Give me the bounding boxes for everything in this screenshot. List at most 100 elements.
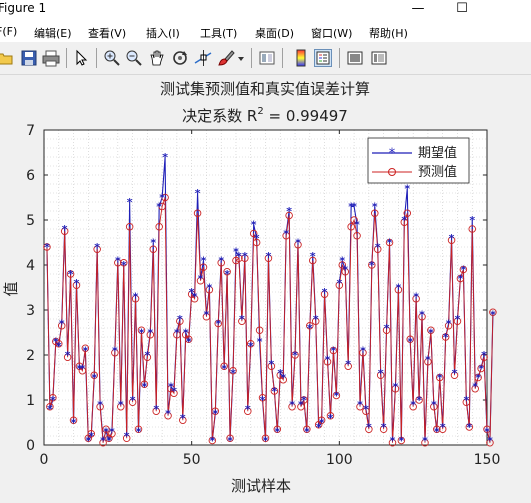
menu-item-2[interactable]: 查看(V) [88, 27, 127, 40]
expected-point: * [80, 363, 86, 376]
menu-bar: F(F) 编辑(E) 查看(V) 插入(I) 工具(T) 桌面(D) 窗口(W) 帮助(H) [0, 22, 531, 42]
menu-item-1[interactable]: 编辑(E) [34, 27, 72, 40]
expected-point: * [366, 421, 372, 434]
predicted-point [462, 398, 471, 407]
link-icon[interactable] [258, 49, 276, 67]
expected-point: * [354, 219, 360, 232]
predicted-point [341, 267, 349, 276]
legend-marker-predicted [388, 168, 396, 176]
predicted-point [279, 376, 287, 384]
predicted-point [196, 276, 205, 285]
hide-plot-tools-icon[interactable] [346, 49, 364, 67]
predicted-point [412, 294, 420, 303]
expected-point: * [82, 345, 88, 358]
expected-point: * [227, 435, 233, 448]
predicted-point [190, 294, 199, 303]
toolbar-separator [339, 48, 340, 68]
zoom-in-icon[interactable] [103, 49, 121, 67]
expected-point: * [144, 349, 150, 362]
expected-point: * [419, 309, 425, 322]
expected-point: * [212, 408, 218, 421]
predicted-point [205, 285, 214, 294]
expected-point: * [263, 435, 269, 448]
predicted-point [480, 353, 488, 362]
expected-point: * [230, 367, 236, 380]
predicted-point [317, 416, 326, 425]
zoom-out-icon[interactable] [125, 49, 143, 67]
expected-point: * [452, 367, 458, 380]
menu-item-0[interactable]: F(F) [0, 25, 18, 38]
legend-icon[interactable] [314, 49, 332, 67]
predicted-point [220, 362, 228, 371]
brush-dropdown-icon[interactable] [236, 49, 246, 67]
menu-item-6[interactable]: 窗口(W) [311, 27, 353, 40]
expected-point: * [487, 435, 493, 448]
open-icon[interactable] [0, 49, 14, 67]
predicted-point [424, 358, 432, 366]
expected-point: * [260, 394, 266, 407]
save-icon[interactable] [20, 49, 38, 67]
predicted-point [55, 340, 63, 348]
minimize-button[interactable]: — [411, 1, 425, 16]
predicted-point [456, 274, 465, 283]
menu-item-7[interactable]: 帮助(H) [369, 27, 408, 40]
expected-point: * [434, 426, 440, 439]
expected-point: * [481, 349, 487, 362]
expected-point: * [360, 345, 366, 358]
expected-point: * [94, 241, 100, 254]
predicted-point [444, 321, 453, 330]
expected-point: * [112, 345, 118, 358]
show-plot-tools-icon[interactable] [370, 49, 388, 67]
predicted-point [309, 256, 317, 265]
expected-point: * [91, 372, 97, 385]
expected-point: * [410, 399, 416, 412]
brush-icon[interactable] [217, 49, 235, 67]
menu-item-5[interactable]: 桌面(D) [255, 27, 295, 40]
y-tick-label: 6 [26, 168, 35, 184]
predicted-point [152, 407, 160, 416]
predicted-point [379, 425, 388, 434]
predicted-point [344, 362, 352, 371]
predicted-point [264, 254, 273, 262]
predicted-point [320, 290, 329, 298]
maximize-button[interactable]: ☐ [456, 1, 468, 16]
rotate-icon[interactable] [171, 49, 189, 67]
expected-point: * [280, 372, 286, 385]
expected-point: * [50, 394, 56, 407]
expected-point: * [109, 426, 115, 439]
expected-point: * [339, 255, 345, 268]
predicted-point [229, 367, 237, 375]
print-icon[interactable] [42, 49, 60, 67]
data-cursor-icon[interactable] [194, 49, 212, 67]
expected-point: * [124, 430, 130, 443]
menu-item-3[interactable]: 插入(I) [146, 27, 180, 40]
predicted-point [90, 371, 98, 380]
predicted-point [81, 344, 90, 353]
predicted-point [474, 373, 482, 382]
expected-point: * [384, 322, 390, 335]
predicted-point [435, 373, 444, 382]
series-markers-predicted [43, 193, 497, 447]
predicted-point [199, 263, 208, 271]
pan-icon[interactable] [148, 49, 166, 67]
predicted-point [471, 385, 479, 393]
predicted-point [111, 349, 119, 357]
expected-point: * [100, 435, 106, 448]
expected-point: * [224, 268, 230, 281]
legend[interactable]: * 期望值 预测值 [367, 137, 470, 184]
predicted-point [57, 321, 66, 330]
y-tick-label: 1 [26, 393, 35, 409]
expected-point: * [136, 426, 142, 439]
pointer-icon[interactable] [72, 49, 90, 67]
colorbar-icon[interactable] [292, 49, 310, 67]
toolbar-separator [66, 48, 67, 68]
predicted-point [294, 240, 302, 249]
predicted-point [385, 238, 394, 247]
subtitle-suffix: = 0.99497 [264, 107, 348, 125]
expected-point: * [428, 327, 434, 340]
predicted-point [43, 243, 51, 251]
menu-item-4[interactable]: 工具(T) [200, 27, 238, 40]
predicted-point [72, 281, 81, 289]
predicted-point [96, 403, 104, 411]
